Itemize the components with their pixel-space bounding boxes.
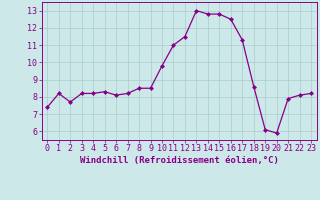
X-axis label: Windchill (Refroidissement éolien,°C): Windchill (Refroidissement éolien,°C) [80, 156, 279, 165]
